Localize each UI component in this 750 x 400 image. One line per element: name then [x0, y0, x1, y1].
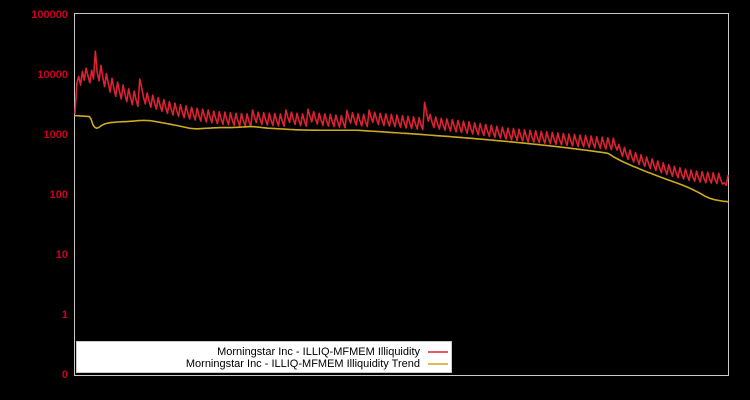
legend-label-0: Morningstar Inc - ILLIQ-MFMEM Illiquidit…: [217, 346, 420, 358]
legend-label-1: Morningstar Inc - ILLIQ-MFMEM Illiquidit…: [186, 358, 420, 370]
y-tick-label-10: 10: [56, 249, 68, 261]
y-tick-label-100: 100: [50, 189, 68, 201]
data-series-group: [74, 50, 729, 203]
plot-area-frame: [74, 13, 729, 376]
legend-background: [76, 341, 452, 373]
y-tick-label-1: 1: [62, 309, 68, 321]
y-tick-label-0: 0: [62, 369, 68, 381]
series-line-illiquidity: [74, 50, 729, 187]
chart-legend[interactable]: Morningstar Inc - ILLIQ-MFMEM Illiquidit…: [76, 341, 452, 373]
y-tick-label-10000: 10000: [37, 69, 68, 81]
y-tick-label-100000: 100000: [31, 9, 68, 21]
y-tick-label-1000: 1000: [44, 129, 68, 141]
series-line-illiquidity-trend: [74, 114, 729, 203]
